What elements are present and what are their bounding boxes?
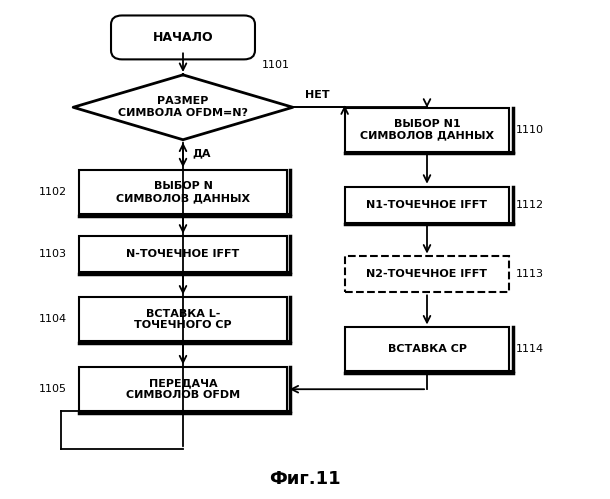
Text: ВСТАВКА CP: ВСТАВКА CP [387,344,467,354]
Text: НАЧАЛО: НАЧАЛО [152,31,214,44]
Text: 1104: 1104 [39,314,67,324]
Bar [79,170,287,214]
Bar [345,327,509,371]
Bar [79,367,287,411]
Bar [345,187,509,223]
Text: N1-ТОЧЕЧНОЕ IFFT: N1-ТОЧЕЧНОЕ IFFT [367,200,487,210]
Bar [345,256,509,292]
Text: 1105: 1105 [39,384,67,394]
Bar [79,297,287,341]
Text: ВСТАВКА L-
ТОЧЕЧНОГО CP: ВСТАВКА L- ТОЧЕЧНОГО CP [134,308,232,330]
Text: НЕТ: НЕТ [305,90,329,100]
Bar [79,237,287,272]
Text: 1114: 1114 [515,344,544,354]
Text: ВЫБОР N
СИМВОЛОВ ДАННЫХ: ВЫБОР N СИМВОЛОВ ДАННЫХ [116,181,250,203]
Text: 1101: 1101 [262,60,290,70]
Text: 1112: 1112 [515,200,544,210]
FancyBboxPatch shape [111,15,255,59]
Text: ВЫБОР N1
СИМВОЛОВ ДАННЫХ: ВЫБОР N1 СИМВОЛОВ ДАННЫХ [360,119,494,141]
Text: 1102: 1102 [39,187,67,197]
Text: ПЕРЕДАЧА
СИМВОЛОВ OFDM: ПЕРЕДАЧА СИМВОЛОВ OFDM [126,378,240,400]
Bar [345,108,509,152]
Text: ДА: ДА [192,149,210,159]
Text: N2-ТОЧЕЧНОЕ IFFT: N2-ТОЧЕЧНОЕ IFFT [367,269,487,279]
Polygon shape [73,75,293,140]
Text: N-ТОЧЕЧНОЕ IFFT: N-ТОЧЕЧНОЕ IFFT [126,250,240,259]
Text: 1103: 1103 [39,250,67,259]
Text: РАЗМЕР
СИМВОЛА OFDM=N?: РАЗМЕР СИМВОЛА OFDM=N? [118,96,248,118]
Text: 1110: 1110 [515,125,544,135]
Text: Фиг.11: Фиг.11 [269,470,341,488]
Text: 1113: 1113 [515,269,544,279]
